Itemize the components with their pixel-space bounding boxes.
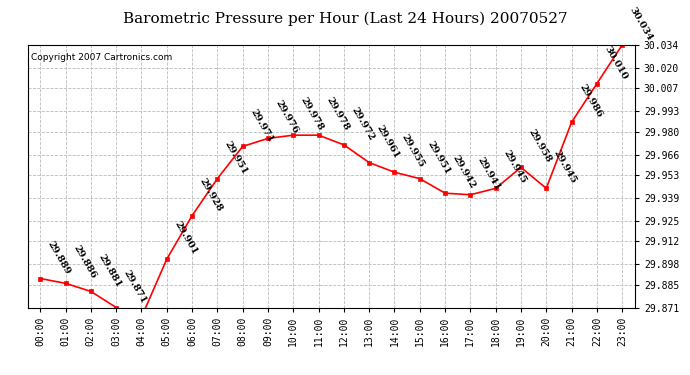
Text: 30.034: 30.034 — [628, 5, 654, 42]
Text: 29.881: 29.881 — [97, 252, 123, 289]
Text: 29.871: 29.871 — [121, 268, 148, 305]
Text: 29.978: 29.978 — [324, 96, 351, 132]
Text: 29.865: 29.865 — [0, 374, 1, 375]
Text: 29.971: 29.971 — [248, 107, 275, 144]
Text: 29.889: 29.889 — [46, 239, 72, 276]
Text: 29.978: 29.978 — [299, 96, 325, 132]
Text: 29.951: 29.951 — [425, 140, 451, 176]
Text: 29.886: 29.886 — [71, 244, 97, 280]
Text: 29.951: 29.951 — [223, 140, 249, 176]
Text: 29.945: 29.945 — [552, 149, 578, 186]
Text: 29.986: 29.986 — [577, 83, 604, 120]
Text: 29.928: 29.928 — [197, 176, 224, 213]
Text: 29.961: 29.961 — [375, 123, 401, 160]
Text: 29.945: 29.945 — [501, 149, 528, 186]
Text: 29.901: 29.901 — [172, 220, 199, 257]
Text: 29.941: 29.941 — [476, 156, 502, 192]
Text: 30.010: 30.010 — [602, 44, 629, 81]
Text: 29.942: 29.942 — [451, 154, 477, 190]
Text: Barometric Pressure per Hour (Last 24 Hours) 20070527: Barometric Pressure per Hour (Last 24 Ho… — [123, 11, 567, 26]
Text: 29.955: 29.955 — [400, 133, 426, 170]
Text: Copyright 2007 Cartronics.com: Copyright 2007 Cartronics.com — [30, 53, 172, 62]
Text: 29.976: 29.976 — [273, 99, 300, 136]
Text: 29.958: 29.958 — [526, 128, 553, 165]
Text: 29.972: 29.972 — [349, 105, 376, 142]
